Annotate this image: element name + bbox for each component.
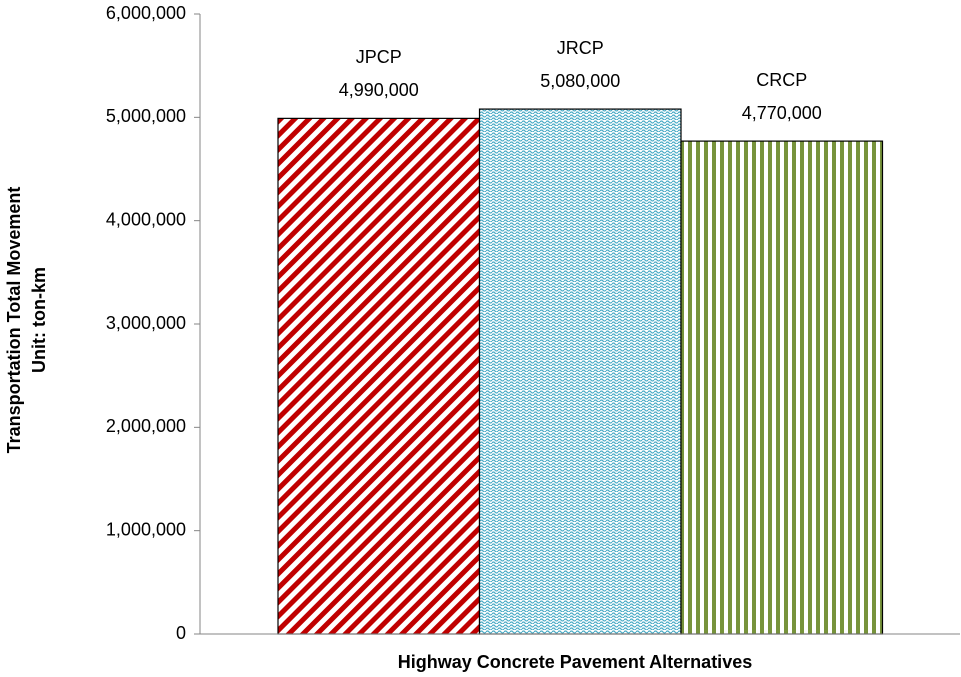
bar bbox=[277, 117, 481, 635]
y-axis-label: Transportation Total Movement bbox=[4, 187, 24, 454]
y-tick-label: 5,000,000 bbox=[106, 106, 186, 126]
data-label-value: 5,080,000 bbox=[540, 71, 620, 91]
data-label-category: JRCP bbox=[557, 38, 604, 58]
data-label-category: JPCP bbox=[356, 47, 402, 67]
bar bbox=[680, 140, 884, 635]
y-tick-label: 6,000,000 bbox=[106, 3, 186, 23]
y-axis-label: Unit: ton-km bbox=[29, 267, 49, 373]
bar bbox=[478, 108, 682, 635]
y-tick-label: 0 bbox=[176, 623, 186, 643]
y-tick-label: 2,000,000 bbox=[106, 416, 186, 436]
y-tick-label: 4,000,000 bbox=[106, 209, 186, 229]
x-axis-label: Highway Concrete Pavement Alternatives bbox=[398, 652, 752, 672]
data-label-category: CRCP bbox=[756, 70, 807, 90]
data-label-value: 4,990,000 bbox=[339, 80, 419, 100]
y-tick-label: 1,000,000 bbox=[106, 519, 186, 539]
y-axis-label-group: Transportation Total Movement Unit: ton-… bbox=[4, 187, 49, 454]
data-label-value: 4,770,000 bbox=[742, 103, 822, 123]
y-tick-label: 3,000,000 bbox=[106, 313, 186, 333]
